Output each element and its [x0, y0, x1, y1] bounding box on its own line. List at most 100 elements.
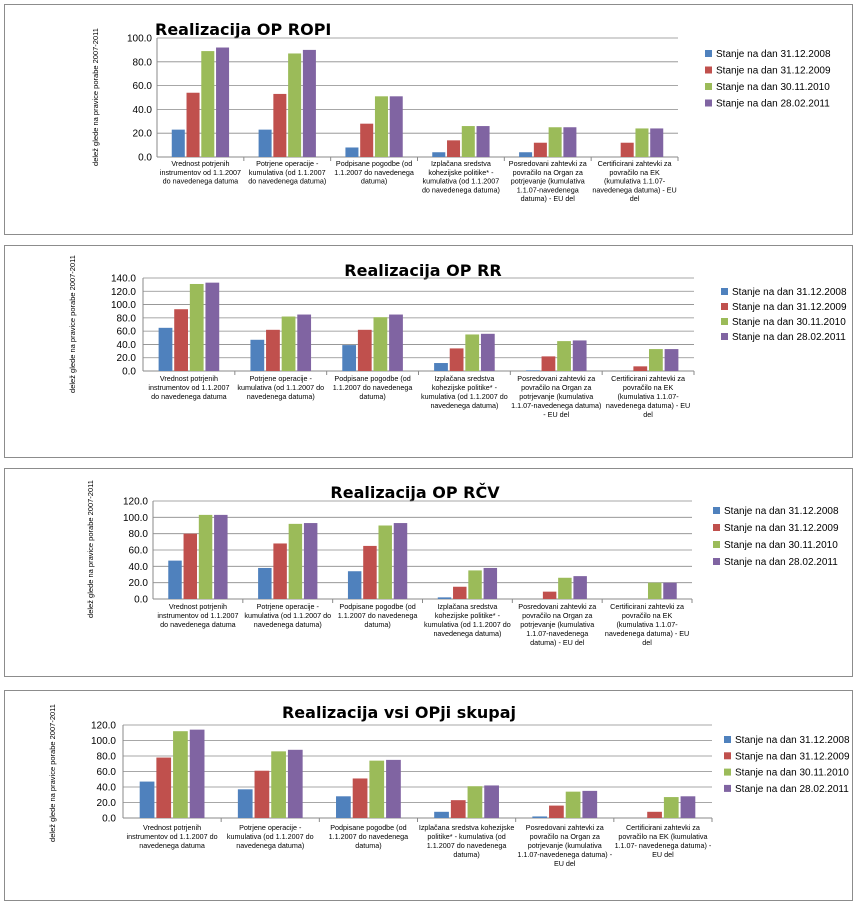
bar [281, 316, 296, 371]
x-category-label: Potrjene operacije -kumulativa (od 1.1.2… [244, 602, 331, 629]
bar [484, 785, 499, 818]
bar [663, 582, 677, 599]
bar [525, 370, 540, 371]
y-tick-label: 100.0 [127, 34, 152, 45]
legend-entry: Stanje na dan 31.12.2009 [735, 751, 850, 762]
x-category-label: Vrednost potrjenih instrumentov od 1.1.20… [157, 602, 238, 629]
bar [635, 128, 649, 157]
x-category-label: Podpisane pogodbe (od 1.1.2007 do naveden… [333, 374, 413, 401]
chart-rr: Realizacija OP RR 0.0 20.0 40.0 60.0 80.0 100.… [68, 255, 847, 419]
legend-swatch [713, 507, 720, 514]
bar [447, 140, 461, 157]
chart-title: Realizacija OP RR [344, 261, 501, 280]
bar [680, 796, 696, 818]
bar [389, 96, 403, 157]
bar [352, 778, 368, 818]
y-tick-label: 20.0 [117, 353, 137, 364]
legend-entry: Stanje na dan 28.02.2011 [716, 99, 830, 110]
y-tick-label: 120.0 [91, 721, 116, 732]
chart-ropi: Realizacija OP ROPI 0.0 20.0 40.0 60.0 80.0 10… [91, 20, 831, 203]
bar [633, 366, 648, 371]
y-tick-label: 20.0 [97, 798, 117, 809]
legend-swatch [721, 303, 728, 310]
chart-panel-skupaj: Realizacija vsi OPji skupaj 0.0 20.0 40.0 60… [4, 690, 853, 901]
bar [201, 51, 215, 158]
bar [363, 545, 377, 599]
y-tick-label: 60.0 [97, 767, 117, 778]
y-tick-label: 80.0 [129, 529, 149, 540]
bar [467, 786, 483, 818]
bar [453, 586, 467, 599]
bar [288, 53, 302, 157]
y-tick-label: 80.0 [133, 57, 153, 68]
legend-entry: Stanje na dan 31.12.2008 [732, 287, 847, 298]
bar [432, 152, 446, 157]
legend-entry: Stanje na dan 30.11.2010 [732, 317, 846, 328]
bar [183, 533, 198, 599]
x-category-label: Certificirani zahtevki za povračilo na EK… [615, 823, 712, 859]
y-tick-label: 40.0 [97, 783, 117, 794]
bar [254, 770, 270, 818]
y-tick-label: 40.0 [117, 340, 137, 351]
x-category-label: Posredovani zahtevki za povračilo na Orga… [517, 823, 612, 868]
y-axis-label: delež glede na pravice porabe 2007-2011 [91, 28, 100, 166]
bar [647, 811, 662, 818]
bar [483, 567, 498, 599]
y-tick-label: 0.0 [102, 814, 116, 825]
bar [186, 92, 200, 157]
chart-title: Realizacija OP RČV [330, 483, 500, 502]
x-category-label: Vrednost potrjenih instrumentov od 1.1.20… [160, 159, 241, 186]
bar [342, 345, 357, 371]
bar [620, 142, 634, 157]
bar [297, 314, 312, 371]
legend-swatch [705, 99, 712, 107]
legend-swatch [724, 768, 731, 776]
bar [250, 339, 265, 371]
y-tick-label: 80.0 [97, 752, 117, 763]
bar [273, 93, 287, 157]
x-category-label: Podpisane pogodbe (od 1.1.2007 do naveden… [329, 823, 409, 850]
bar [273, 543, 287, 599]
bar [216, 47, 230, 157]
y-tick-label: 60.0 [133, 81, 153, 92]
x-category-label: Podpisane pogodbe (od 1.1.2007 do naveden… [338, 602, 418, 629]
bar [360, 123, 374, 157]
chart-panel-ropi: Realizacija OP ROPI 0.0 20.0 40.0 60.0 80.0 10… [4, 4, 853, 235]
y-tick-label: 20.0 [133, 129, 153, 140]
x-category-label: Certificirani zahtevki za povračilo na EK… [605, 602, 689, 647]
legend-entry: Stanje na dan 31.12.2008 [716, 49, 831, 60]
legend-swatch [705, 50, 712, 57]
y-tick-label: 100.0 [123, 513, 148, 524]
legend-entry: Stanje na dan 28.02.2011 [732, 332, 846, 343]
bar [389, 314, 403, 371]
bar [386, 759, 401, 818]
bar [532, 816, 548, 818]
bar [542, 591, 557, 599]
x-category-label: Potrjene operacije -kumulativa (od 1.1.2… [227, 823, 314, 850]
legend-swatch [705, 66, 712, 74]
legend-entry: Stanje na dan 30.11.2010 [724, 540, 838, 551]
bar [450, 800, 466, 818]
x-category-label: Posredovani zahtevki za povračilo na Orga… [509, 159, 587, 203]
bar [168, 560, 182, 599]
bar [237, 789, 253, 818]
y-axis-label: delež glede na pravice porabe 2007-2011 [48, 704, 57, 842]
legend-entry: Stanje na dan 31.12.2009 [732, 302, 847, 313]
legend-swatch [713, 558, 720, 565]
bar [647, 582, 662, 599]
chart-rcv: Realizacija OP RČV 0.0 20.0 40.0 60.0 80.0 100… [86, 480, 839, 647]
y-tick-label: 0.0 [134, 595, 148, 606]
legend-entry: Stanje na dan 31.12.2009 [716, 66, 831, 77]
chart-panel-rr: Realizacija OP RR 0.0 20.0 40.0 60.0 80.0 100.… [4, 245, 853, 458]
bar [266, 329, 280, 371]
bar [533, 142, 547, 157]
legend-swatch [721, 333, 728, 340]
bar [549, 805, 564, 818]
bar [347, 571, 362, 599]
bar [156, 757, 172, 818]
bar [573, 576, 587, 599]
x-category-label: Posredovani zahtevki za povračilo na Orga… [518, 602, 596, 647]
bar [287, 749, 303, 818]
bar [205, 282, 220, 371]
bar [465, 334, 480, 371]
